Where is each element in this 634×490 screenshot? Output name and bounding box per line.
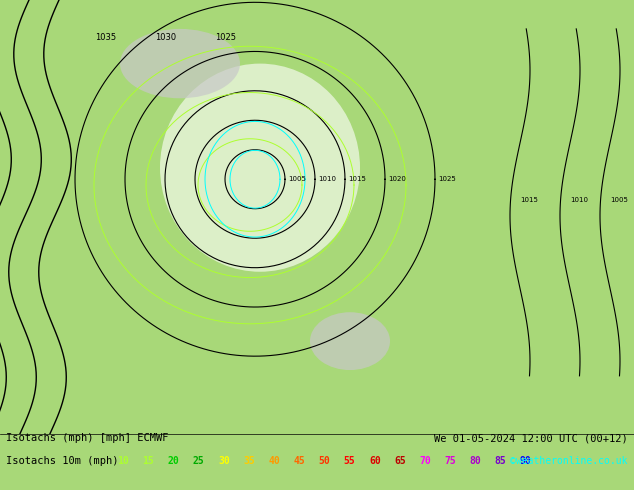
- Text: 1030: 1030: [155, 33, 176, 43]
- Text: 40: 40: [268, 457, 280, 466]
- Text: 70: 70: [419, 457, 431, 466]
- Text: 1005: 1005: [610, 197, 628, 203]
- Text: 1025: 1025: [215, 33, 236, 43]
- Text: 30: 30: [218, 457, 230, 466]
- Text: 90: 90: [520, 457, 532, 466]
- Ellipse shape: [120, 29, 240, 98]
- Text: Isotachs 10m (mph): Isotachs 10m (mph): [6, 457, 119, 466]
- Text: 1015: 1015: [520, 197, 538, 203]
- Text: 85: 85: [495, 457, 507, 466]
- Text: 65: 65: [394, 457, 406, 466]
- Text: ©weatheronline.co.uk: ©weatheronline.co.uk: [510, 457, 628, 466]
- Text: 1010: 1010: [318, 176, 336, 182]
- Text: 1010: 1010: [570, 197, 588, 203]
- Text: 1005: 1005: [288, 176, 306, 182]
- Text: 75: 75: [444, 457, 456, 466]
- Text: We 01-05-2024 12:00 UTC (00+12): We 01-05-2024 12:00 UTC (00+12): [434, 434, 628, 443]
- Text: 1015: 1015: [348, 176, 366, 182]
- Text: 20: 20: [167, 457, 179, 466]
- Text: 10: 10: [117, 457, 129, 466]
- Text: 55: 55: [344, 457, 356, 466]
- Text: 50: 50: [318, 457, 330, 466]
- Text: 1020: 1020: [388, 176, 406, 182]
- Text: 60: 60: [369, 457, 380, 466]
- Text: 1025: 1025: [438, 176, 456, 182]
- Text: 1035: 1035: [95, 33, 116, 43]
- Text: Isotachs (mph) [mph] ECMWF: Isotachs (mph) [mph] ECMWF: [6, 434, 169, 443]
- Ellipse shape: [310, 312, 390, 370]
- Text: 45: 45: [294, 457, 305, 466]
- Text: 15: 15: [143, 457, 154, 466]
- Text: 80: 80: [470, 457, 481, 466]
- Text: 35: 35: [243, 457, 255, 466]
- Text: 25: 25: [193, 457, 205, 466]
- Ellipse shape: [160, 64, 360, 272]
